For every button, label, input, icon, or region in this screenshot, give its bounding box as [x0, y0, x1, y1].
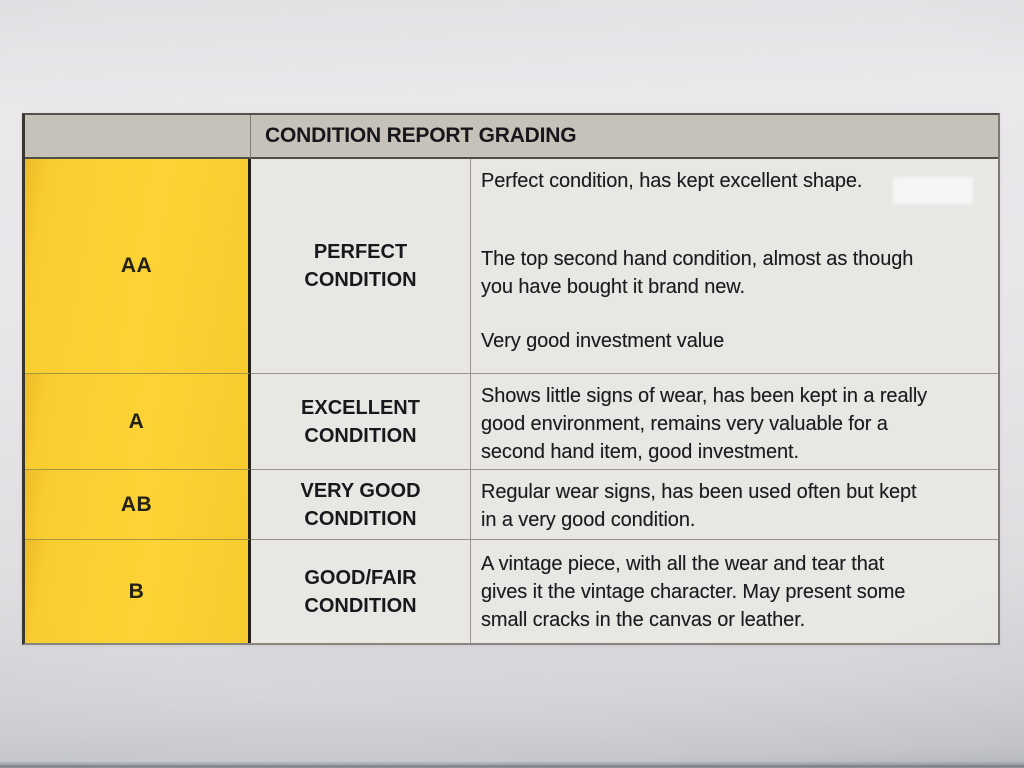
condition-label-b: GOOD/FAIR CONDITION — [251, 540, 471, 643]
description-paragraph: A vintage piece, with all the wear and t… — [481, 553, 906, 631]
grade-cell-a: A — [25, 374, 251, 470]
description-paragraph: Regular wear signs, has been used often … — [481, 481, 917, 531]
description-paragraph: Very good investment value — [481, 330, 725, 352]
paper-bottom-edge — [0, 761, 1024, 768]
header-blank-cell — [25, 115, 251, 159]
condition-grading-table: CONDITION REPORT GRADING AA PERFECT COND… — [22, 113, 1000, 645]
condition-label-aa: PERFECT CONDITION — [251, 159, 471, 374]
grade-cell-b: B — [25, 540, 251, 643]
description-paragraph: The top second hand condition, almost as… — [481, 248, 914, 298]
condition-label-a: EXCELLENT CONDITION — [251, 374, 471, 470]
description-cell-a: Shows little signs of wear, has been kep… — [471, 374, 998, 470]
whiteout-patch — [893, 177, 973, 204]
description-cell-ab: Regular wear signs, has been used often … — [471, 470, 998, 540]
grade-cell-ab: AB — [25, 470, 251, 540]
description-paragraph: Perfect condition, has kept excellent sh… — [481, 170, 863, 192]
description-cell-b: A vintage piece, with all the wear and t… — [471, 540, 998, 643]
condition-label-ab: VERY GOOD CONDITION — [251, 470, 471, 540]
description-paragraph: Shows little signs of wear, has been kep… — [481, 385, 928, 463]
table-title: CONDITION REPORT GRADING — [251, 115, 998, 159]
grade-cell-aa: AA — [25, 159, 251, 374]
